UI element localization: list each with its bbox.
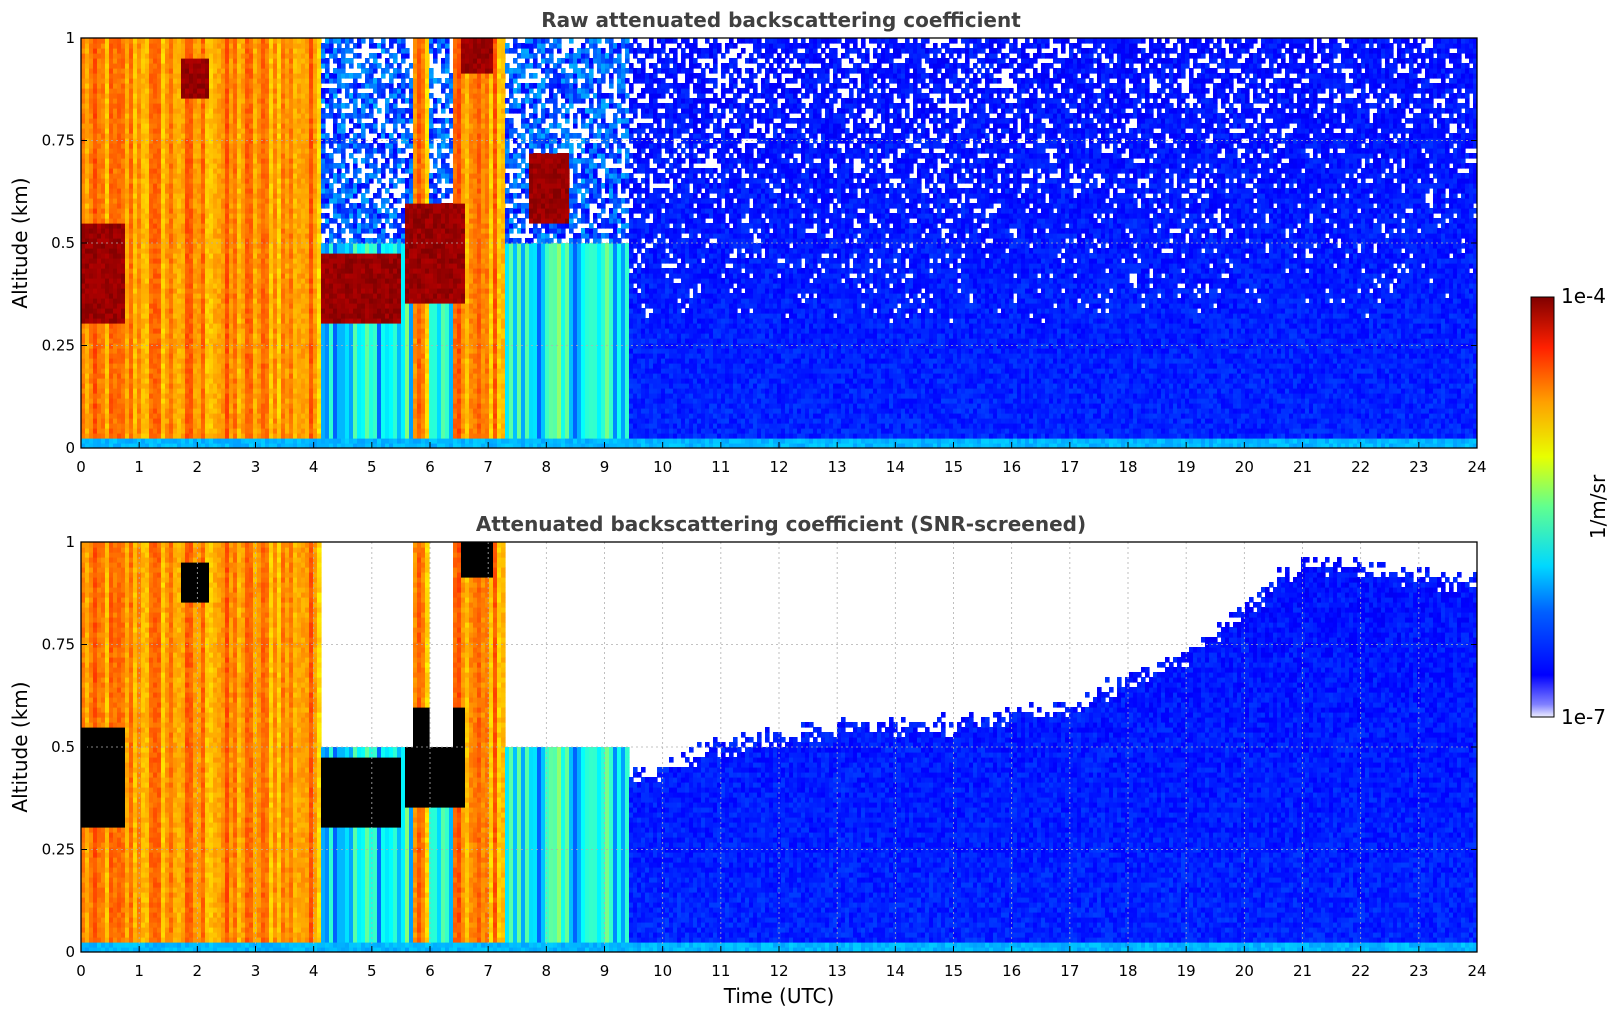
x-tick-label: 2	[193, 962, 203, 980]
x-tick-label: 16	[1002, 458, 1021, 476]
panel-screened-y-ticks: 0 0.25 0.5 0.75 1	[42, 533, 1477, 961]
panel-raw: Raw attenuated backscattering coefficien…	[8, 8, 1487, 476]
colorbar: 1e-4 1e-7 1/m/sr	[1530, 284, 1610, 729]
x-tick-label: 4	[309, 962, 319, 980]
panel-screened-x-ticks: 0 1 2 3 4 5 6 7 8 9 10 11 12 13 14 15 16 17 18 19 20 21 22 23 24	[76, 946, 1487, 980]
x-tick-label: 13	[828, 458, 847, 476]
panel-screened-ylabel: Altitude (km)	[8, 681, 32, 812]
x-tick-label: 14	[886, 458, 905, 476]
x-tick-label: 5	[367, 962, 377, 980]
x-tick-label: 8	[542, 962, 552, 980]
panel-raw-title: Raw attenuated backscattering coefficien…	[541, 8, 1021, 32]
y-tick-label: 0.25	[42, 337, 75, 355]
panel-raw-ylabel: Altitude (km)	[8, 177, 32, 308]
x-tick-label: 15	[944, 458, 963, 476]
x-tick-label: 4	[309, 458, 319, 476]
y-tick-label: 1	[65, 533, 75, 551]
panel-raw-x-ticks: 0 1 2 3 4 5 6 7 8 9 10 11 12 13 14 15 16 17 18 19 20 21 22 23 24	[76, 442, 1487, 476]
x-tick-label: 15	[944, 962, 963, 980]
x-tick-label: 7	[483, 962, 493, 980]
y-tick-label: 0.75	[42, 132, 75, 150]
x-tick-label: 18	[1118, 962, 1137, 980]
x-tick-label: 23	[1409, 458, 1428, 476]
x-tick-label: 21	[1293, 962, 1312, 980]
panel-raw-y-ticks: 0 0.25 0.5 0.75 1	[42, 29, 1477, 457]
x-tick-label: 19	[1177, 962, 1196, 980]
x-tick-label: 14	[886, 962, 905, 980]
x-tick-label: 22	[1351, 962, 1370, 980]
x-tick-label: 10	[653, 962, 672, 980]
x-tick-label: 17	[1060, 458, 1079, 476]
x-tick-label: 6	[425, 962, 435, 980]
x-tick-label: 9	[600, 962, 610, 980]
x-tick-label: 1	[134, 458, 144, 476]
y-tick-label: 0.25	[42, 841, 75, 859]
panel-screened: Attenuated backscattering coefficient (S…	[8, 512, 1487, 1008]
x-tick-label: 5	[367, 458, 377, 476]
y-tick-label: 0	[65, 943, 75, 961]
x-tick-label: 2	[193, 458, 203, 476]
heatmap-raw	[81, 38, 1477, 448]
panel-screened-grid	[81, 542, 1477, 952]
x-tick-label: 0	[76, 458, 86, 476]
x-tick-label: 9	[600, 458, 610, 476]
x-tick-label: 24	[1467, 962, 1486, 980]
panel-screened-title: Attenuated backscattering coefficient (S…	[476, 512, 1086, 536]
y-tick-label: 0	[65, 439, 75, 457]
y-tick-label: 0.5	[51, 738, 75, 756]
x-tick-label: 10	[653, 458, 672, 476]
x-tick-label: 16	[1002, 962, 1021, 980]
colorbar-min-label: 1e-7	[1561, 705, 1606, 729]
x-tick-label: 20	[1235, 458, 1254, 476]
x-tick-label: 22	[1351, 458, 1370, 476]
x-tick-label: 21	[1293, 458, 1312, 476]
x-tick-label: 0	[76, 962, 86, 980]
x-tick-label: 3	[251, 962, 261, 980]
x-tick-label: 6	[425, 458, 435, 476]
x-tick-label: 3	[251, 458, 261, 476]
colorbar-unit-label: 1/m/sr	[1586, 474, 1610, 539]
x-tick-label: 24	[1467, 458, 1486, 476]
x-tick-label: 13	[828, 962, 847, 980]
x-tick-label: 11	[711, 962, 730, 980]
x-tick-label: 23	[1409, 962, 1428, 980]
colorbar-gradient	[1530, 296, 1555, 718]
x-tick-label: 8	[542, 458, 552, 476]
x-tick-label: 19	[1177, 458, 1196, 476]
panel-screened-xlabel: Time (UTC)	[723, 984, 835, 1008]
x-tick-label: 18	[1118, 458, 1137, 476]
colorbar-max-label: 1e-4	[1561, 284, 1606, 308]
y-tick-label: 1	[65, 29, 75, 47]
y-tick-label: 0.75	[42, 636, 75, 654]
x-tick-label: 7	[483, 458, 493, 476]
x-tick-label: 12	[769, 458, 788, 476]
x-tick-label: 20	[1235, 962, 1254, 980]
x-tick-label: 12	[769, 962, 788, 980]
x-tick-label: 17	[1060, 962, 1079, 980]
x-tick-label: 1	[134, 962, 144, 980]
x-tick-label: 11	[711, 458, 730, 476]
y-tick-label: 0.5	[51, 234, 75, 252]
